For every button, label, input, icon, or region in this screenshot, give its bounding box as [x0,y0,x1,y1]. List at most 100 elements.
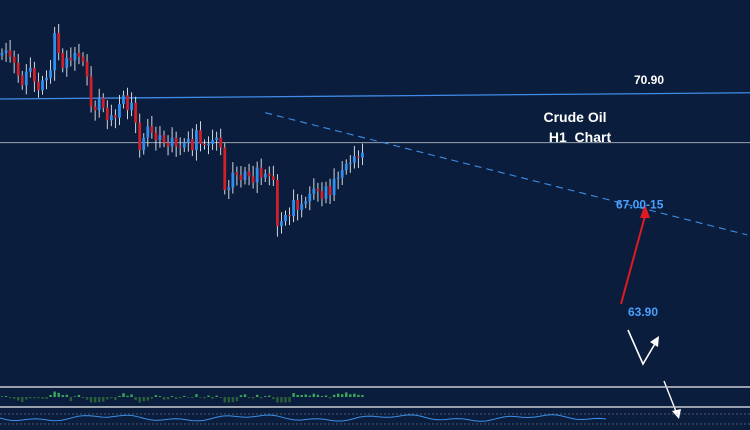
histogram-bar [195,394,198,397]
histogram-bar [29,397,32,399]
histogram-bar [69,397,73,402]
histogram-bar [227,397,230,403]
candle [215,131,219,151]
histogram-bar [166,397,170,400]
candle [255,161,259,194]
histogram-bar [203,397,206,399]
candle [284,210,287,226]
histogram-bar [215,395,218,397]
candle [320,182,324,207]
histogram-bar [361,394,364,397]
histogram-bar [320,396,324,397]
candle [332,168,336,201]
candle [65,50,69,77]
histogram-bar [12,397,16,399]
candle [312,178,316,200]
candle [85,54,89,86]
histogram-bar [255,394,259,397]
candle [45,70,48,90]
histogram-bar [223,397,226,403]
target-arrow [620,215,646,305]
histogram-bar [276,397,279,403]
histogram-bar [65,394,68,397]
histogram-bar [81,397,85,399]
histogram-bar [211,397,214,399]
histogram-bar [4,396,8,397]
chart-title-instrument: Crude Oil [543,109,606,125]
histogram-bar [158,396,162,397]
histogram-bar [345,392,348,397]
candle [170,127,174,153]
candle [288,207,291,226]
candle [57,23,61,61]
candle [199,121,202,152]
histogram-bar [45,397,48,399]
candle [344,159,348,175]
candle [130,92,133,117]
histogram-bar [199,397,202,398]
histogram-bar [37,397,40,399]
candle [37,72,40,98]
candle [340,161,344,186]
histogram-bar [292,393,295,397]
candle [146,118,150,147]
indicator-histogram [0,391,364,403]
histogram-bar [114,397,117,401]
candle [114,109,117,129]
candle [280,212,283,234]
histogram-bar [138,397,141,403]
candle [126,87,129,120]
histogram-bar [73,396,77,397]
candle [41,75,44,95]
candle [361,143,364,166]
candle [138,113,142,158]
candle [93,100,97,121]
candle [195,124,198,161]
histogram-bar [98,397,101,403]
candle [33,61,36,93]
candle [24,64,28,95]
candle [190,128,194,157]
histogram-bar [264,396,267,397]
candle [251,165,255,189]
candle [219,128,223,156]
candle [296,194,300,221]
histogram-bar [106,397,109,400]
candle [105,100,109,130]
histogram-bar [332,394,336,397]
histogram-bar [85,397,89,400]
candle [352,145,356,169]
histogram-bar [154,395,158,397]
histogram-bar [341,394,344,397]
candle [20,70,24,90]
descending-trendline [265,112,748,236]
histogram-bar [239,395,243,397]
candle [182,138,186,153]
candle [357,150,360,169]
histogram-bar [8,397,12,399]
histogram-bar [247,397,251,399]
candle [150,115,154,139]
candle [109,104,113,127]
candlestick-series [0,23,364,237]
candle [300,194,304,218]
histogram-bar [0,396,4,397]
candle [97,88,101,118]
histogram-bar [110,397,113,399]
histogram-bar [77,394,81,397]
candle [292,189,295,223]
target-price-label: 70.90 [634,73,664,87]
histogram-bar [142,397,145,402]
candle [178,137,182,156]
candle [16,53,20,83]
candle [142,133,146,155]
candle [308,186,312,211]
candle [166,135,170,156]
histogram-bar [304,394,307,397]
candle [134,96,138,134]
candle [203,139,206,150]
histogram-bar [353,393,356,397]
histogram-bar [316,394,320,397]
